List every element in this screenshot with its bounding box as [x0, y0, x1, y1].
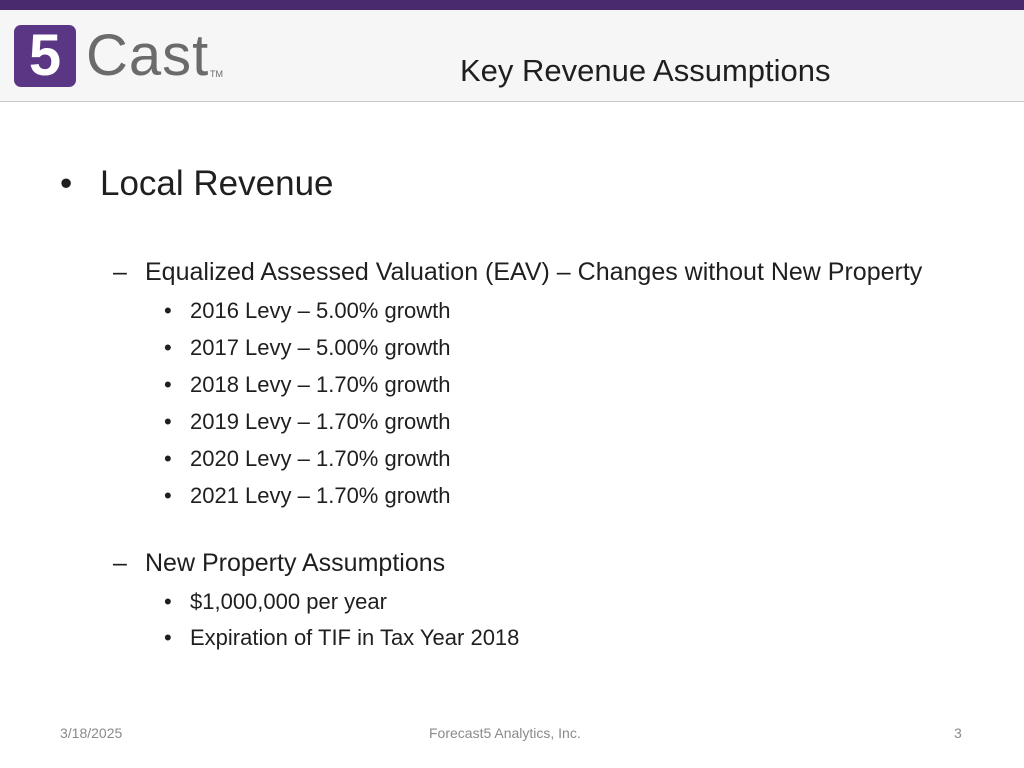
list-item-text: 2017 Levy – 5.00% growth [190, 335, 451, 360]
list-item-text: Expiration of TIF in Tax Year 2018 [190, 625, 520, 650]
list-item-text: 2021 Levy – 1.70% growth [190, 483, 451, 508]
bullet-dot-icon: • [164, 372, 172, 397]
5cast-logo: 5 Cast TM [14, 25, 244, 87]
section-heading-text: New Property Assumptions [145, 549, 446, 577]
logo-mark-digit: 5 [28, 23, 62, 88]
list-item-text: 2020 Levy – 1.70% growth [190, 446, 451, 471]
bullet-dot-icon: • [164, 446, 172, 471]
bullet-dot-icon: • [60, 164, 73, 203]
list-item: • 2018 Levy – 1.70% growth [164, 372, 451, 398]
list-item: • 2019 Levy – 1.70% growth [164, 409, 451, 435]
dash-icon: – [113, 258, 127, 286]
bullet-dot-icon: • [164, 483, 172, 508]
list-item-text: 2018 Levy – 1.70% growth [190, 372, 451, 397]
section-heading-eav: – Equalized Assessed Valuation (EAV) – Ch… [113, 257, 922, 287]
bullet-dot-icon: • [164, 625, 172, 650]
footer-company: Forecast5 Analytics, Inc. [429, 725, 581, 741]
list-item-text: 2019 Levy – 1.70% growth [190, 409, 451, 434]
bullet-dot-icon: • [164, 409, 172, 434]
list-item: • 2016 Levy – 5.00% growth [164, 298, 451, 324]
list-item: • Expiration of TIF in Tax Year 2018 [164, 625, 519, 651]
dash-icon: – [113, 549, 127, 577]
list-item: • 2020 Levy – 1.70% growth [164, 446, 451, 472]
footer-page-number: 3 [954, 725, 962, 741]
footer-date: 3/18/2025 [60, 725, 123, 741]
bullet-dot-icon: • [164, 298, 172, 323]
section-heading-text: Equalized Assessed Valuation (EAV) – Cha… [145, 258, 923, 286]
logo-wordmark: Cast [86, 23, 210, 88]
list-item: • 2017 Levy – 5.00% growth [164, 335, 451, 361]
list-item: • $1,000,000 per year [164, 589, 387, 615]
list-item: • 2021 Levy – 1.70% growth [164, 483, 451, 509]
slide-title: Key Revenue Assumptions [460, 53, 831, 88]
main-bullet: • Local Revenue [60, 162, 334, 206]
list-item-text: 2016 Levy – 5.00% growth [190, 298, 451, 323]
bullet-dot-icon: • [164, 335, 172, 360]
list-item-text: $1,000,000 per year [190, 589, 387, 614]
slide-header: 5 Cast TM Key Revenue Assumptions [0, 10, 1024, 102]
main-bullet-text: Local Revenue [100, 164, 334, 203]
top-accent-strip [0, 0, 1024, 10]
logo-trademark: TM [210, 69, 223, 79]
bullet-dot-icon: • [164, 589, 172, 614]
logo-mark: 5 [14, 25, 76, 87]
section-heading-new-property: – New Property Assumptions [113, 548, 445, 578]
